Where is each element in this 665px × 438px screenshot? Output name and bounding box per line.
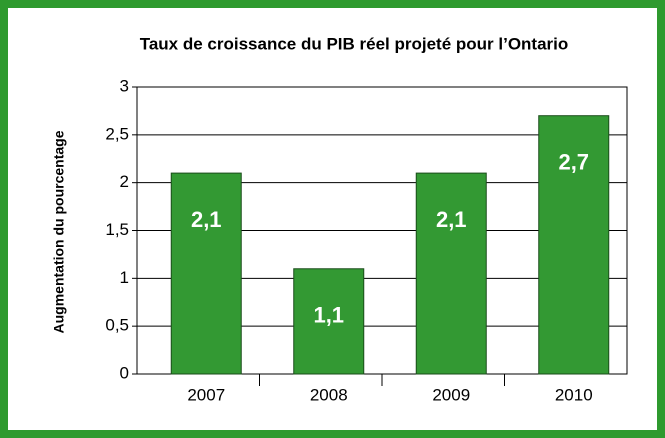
bar (538, 115, 610, 375)
x-tick-label: 2010 (555, 385, 593, 404)
y-tick-label: 1 (120, 268, 129, 287)
bar (415, 172, 487, 375)
bar (293, 268, 365, 375)
value-label: 2,1 (191, 207, 222, 232)
x-tick-label: 2009 (432, 385, 470, 404)
chart-title: Taux de croissance du PIB réel projeté p… (140, 34, 569, 53)
x-tick-label: 2007 (187, 385, 225, 404)
y-tick-label: 0,5 (105, 316, 129, 335)
y-tick-label: 2,5 (105, 124, 129, 143)
y-axis-label: Augmentation du pourcentage (51, 130, 67, 333)
y-tick-label: 0 (120, 363, 129, 382)
y-tick-label: 1,5 (105, 220, 129, 239)
y-tick-label: 2 (120, 172, 129, 191)
value-label: 1,1 (313, 303, 344, 328)
y-tick-label: 3 (120, 76, 129, 95)
bar (170, 172, 242, 375)
value-label: 2,1 (436, 207, 467, 232)
value-label: 2,7 (558, 150, 589, 175)
x-tick-label: 2008 (310, 385, 348, 404)
